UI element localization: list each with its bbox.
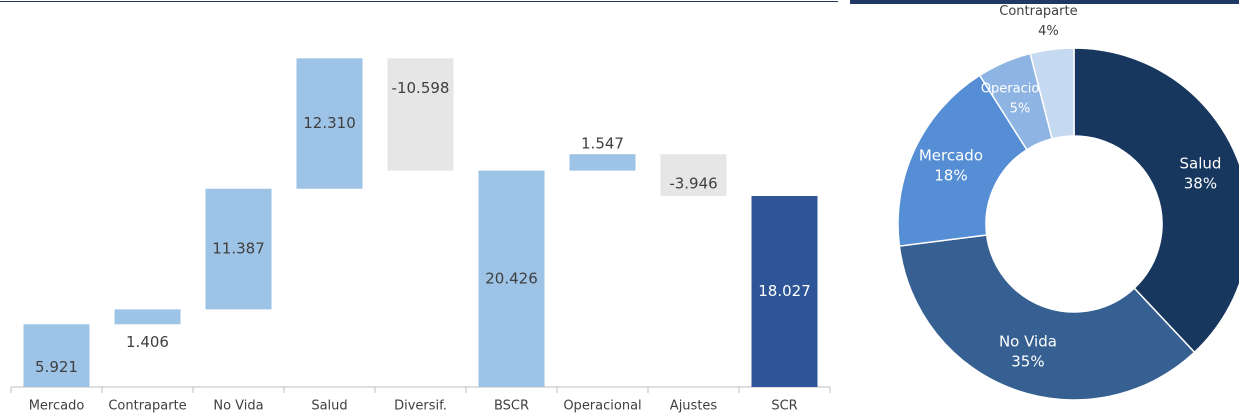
slice-value: 38% [1184, 174, 1217, 192]
slice-value: 4% [1038, 24, 1059, 39]
donut-slice [1029, 47, 1075, 140]
donut-slice [898, 234, 1196, 401]
data-label: 20.426 [485, 269, 538, 287]
data-label: 1.547 [581, 135, 624, 153]
x-tick-label: No Vida [213, 399, 263, 414]
bar [569, 154, 636, 171]
donut-slice [1073, 47, 1239, 354]
x-tick-label: Salud [311, 399, 347, 414]
data-label: 12.310 [303, 114, 356, 132]
slice-label: Salud [1179, 154, 1221, 172]
data-label: -3.946 [669, 175, 717, 193]
data-label: -10.598 [392, 79, 450, 97]
bar [296, 58, 363, 189]
x-tick-label: Mercado [29, 399, 85, 414]
slice-label: Contraparte [999, 4, 1077, 19]
bar [660, 154, 727, 197]
bar [205, 188, 272, 310]
data-label: 18.027 [758, 282, 811, 300]
bar [387, 58, 454, 171]
x-tick-label: Operacional [563, 399, 641, 414]
bar [23, 324, 90, 387]
x-tick-label: Ajustes [670, 399, 718, 414]
data-label: 1.406 [126, 333, 169, 351]
x-tick-label: Diversif. [394, 399, 447, 414]
slice-value: 5% [1010, 102, 1031, 117]
slice-value: 35% [1011, 352, 1044, 370]
data-label: 5.921 [35, 358, 78, 376]
slice-label: No Vida [999, 332, 1057, 350]
x-tick-label: BSCR [494, 399, 529, 414]
data-label: 11.387 [212, 240, 265, 258]
slice-label: Mercado [919, 147, 983, 165]
slice-value: 18% [934, 167, 967, 185]
x-tick-label: SCR [771, 399, 797, 414]
x-tick-label: Contraparte [108, 399, 186, 414]
bar [114, 309, 181, 325]
bar [478, 170, 545, 387]
donut-slice [897, 74, 1028, 247]
bar [751, 196, 818, 387]
